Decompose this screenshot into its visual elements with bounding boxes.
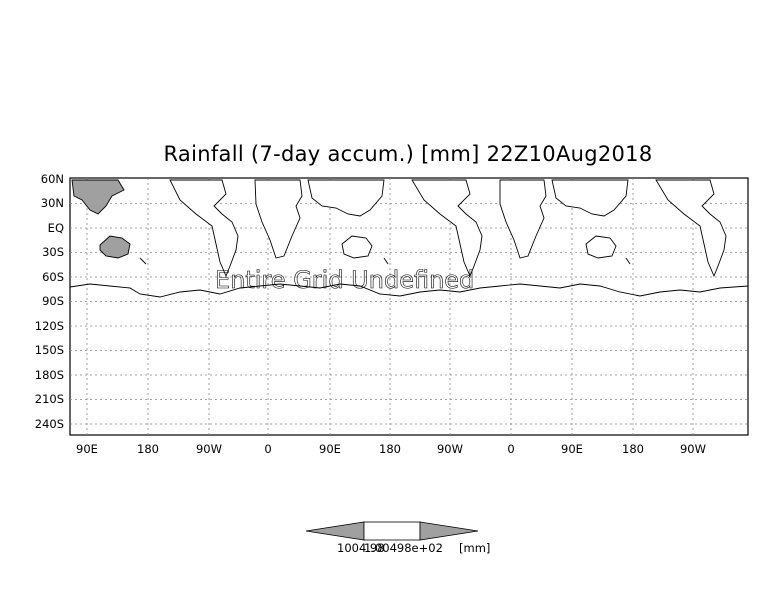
island-2 <box>383 257 389 265</box>
lon-tick-label: 180 <box>137 442 159 456</box>
colorbar-left-triangle <box>305 521 365 541</box>
map-title: Rainfall (7-day accum.) [mm] 22Z10Aug201… <box>163 142 653 166</box>
undefined-grid-message: Entire Grid Undefined <box>215 266 474 294</box>
lon-tick-label: 180 <box>379 442 401 456</box>
lon-tick-label: 180 <box>622 442 644 456</box>
asia-1 <box>307 179 385 217</box>
lon-tick-label: 90W <box>196 442 222 456</box>
colorbar: 1004.98 1.00498e+02 [mm] <box>305 521 490 555</box>
lat-tick-label: 90S <box>42 294 64 308</box>
island-3 <box>625 257 631 265</box>
antarctica-coast <box>69 283 749 298</box>
lat-tick-label: 180S <box>35 368 64 382</box>
lon-tick-label: 0 <box>264 442 271 456</box>
map-frame <box>69 177 749 436</box>
colorbar-right-triangle <box>419 521 479 541</box>
lon-tick-label: 90W <box>680 442 706 456</box>
lat-tick-label: EQ <box>48 221 64 235</box>
lat-tick-label: 240S <box>35 417 64 431</box>
asia-highlight <box>71 179 125 215</box>
lat-tick-label: 60S <box>42 270 64 284</box>
lat-tick-label: 150S <box>35 343 64 357</box>
lon-tick-label: 90E <box>561 442 583 456</box>
colorbar-unit: [mm] <box>459 541 490 555</box>
lat-tick-label: 60N <box>41 172 64 186</box>
lat-tick-label: 30N <box>41 196 64 210</box>
americas-1 <box>169 179 239 278</box>
americas-2 <box>411 179 483 278</box>
lat-tick-label: 30S <box>42 245 64 259</box>
lon-tick-label: 90E <box>76 442 98 456</box>
africa-europe-1 <box>254 179 303 259</box>
asia-2 <box>551 179 629 217</box>
australia-1 <box>341 235 373 259</box>
lat-tick-label: 210S <box>35 392 64 406</box>
latitude-axis: 60N 30N EQ 30S 60S 90S 120S 150S 180S 21… <box>35 172 64 431</box>
africa-europe-2 <box>499 179 547 259</box>
lon-tick-label: 0 <box>507 442 514 456</box>
lat-tick-label: 120S <box>35 319 64 333</box>
australia-highlight <box>99 235 131 259</box>
americas-3 <box>655 179 727 278</box>
grid-lines <box>70 178 748 435</box>
coastline-outlines <box>69 179 749 298</box>
colorbar-label-1: 1004.98 <box>337 541 385 555</box>
longitude-axis: 90E 180 90W 0 90E 180 90W 0 90E 180 90W <box>76 442 706 456</box>
lon-tick-label: 90E <box>319 442 341 456</box>
lon-tick-label: 90W <box>437 442 463 456</box>
colorbar-label-2: 1.00498e+02 <box>364 541 443 555</box>
australia-2 <box>585 235 617 259</box>
colorbar-middle-box <box>363 521 421 541</box>
island-1 <box>139 257 147 265</box>
